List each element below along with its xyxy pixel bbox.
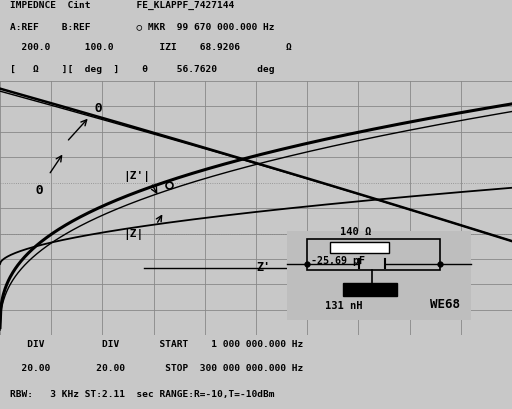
Bar bbox=[330, 243, 389, 253]
Text: 140 Ω: 140 Ω bbox=[340, 226, 372, 236]
Text: A:REF    B:REF        ○ MKR  99 670 000.000 Hz: A:REF B:REF ○ MKR 99 670 000.000 Hz bbox=[10, 22, 275, 31]
Text: 200.0      100.0        IZI    68.9206        Ω: 200.0 100.0 IZI 68.9206 Ω bbox=[10, 43, 292, 52]
Text: 131 nH: 131 nH bbox=[325, 300, 362, 310]
Bar bbox=[287, 231, 471, 320]
Text: -25,69 pF: -25,69 pF bbox=[311, 256, 365, 265]
Text: WE68: WE68 bbox=[430, 297, 460, 310]
Text: 20.00        20.00       STOP  300 000 000.000 Hz: 20.00 20.00 STOP 300 000 000.000 Hz bbox=[10, 363, 304, 372]
Bar bbox=[343, 283, 397, 296]
Text: Z': Z' bbox=[256, 260, 270, 273]
Text: |Z'|: |Z'| bbox=[123, 171, 150, 182]
Text: Θ: Θ bbox=[95, 102, 102, 115]
Text: Θ: Θ bbox=[36, 183, 44, 196]
Text: IMPEDNCE  Cint        FE_KLAPPF_7427144: IMPEDNCE Cint FE_KLAPPF_7427144 bbox=[10, 1, 234, 10]
Text: |Z|: |Z| bbox=[123, 229, 143, 240]
Text: RBW:   3 KHz ST:2.11  sec RANGE:R=-10,T=-10dBm: RBW: 3 KHz ST:2.11 sec RANGE:R=-10,T=-10… bbox=[10, 389, 275, 398]
Text: DIV          DIV       START    1 000 000.000 Hz: DIV DIV START 1 000 000.000 Hz bbox=[10, 339, 304, 348]
Bar bbox=[307, 239, 440, 271]
Text: [   Ω    ][  deg  ]    θ     56.7620       deg: [ Ω ][ deg ] θ 56.7620 deg bbox=[10, 65, 275, 74]
